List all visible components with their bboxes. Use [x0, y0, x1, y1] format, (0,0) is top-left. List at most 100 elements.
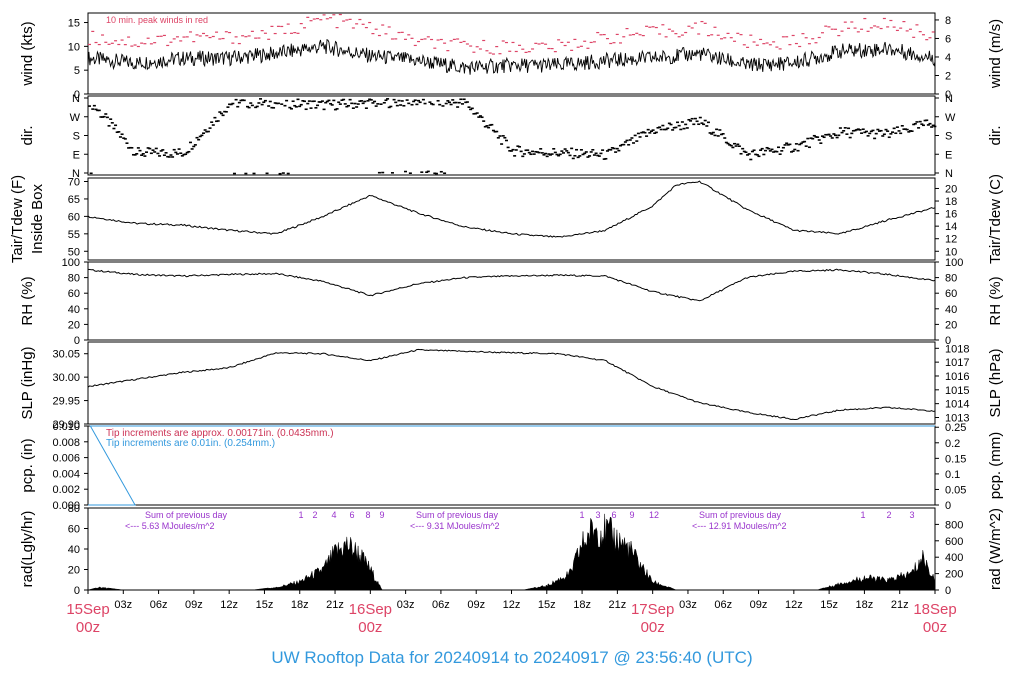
peak-wind-mark [358, 18, 362, 21]
dir-point [749, 158, 753, 161]
dir-point [863, 131, 867, 134]
dir-point [687, 118, 691, 121]
dir-point [861, 128, 865, 131]
peak-wind-mark [417, 40, 421, 43]
ytick-right-label: 2 [945, 70, 951, 82]
dir-point [736, 143, 740, 146]
dir-point [746, 154, 750, 156]
ytick-label: 60 [68, 211, 80, 223]
dir-point [418, 101, 422, 104]
dir-point [690, 117, 694, 120]
dir-point [651, 129, 655, 131]
dir-point [203, 129, 207, 131]
peak-wind-mark [247, 35, 251, 37]
ylabel-left: dir. [19, 125, 36, 145]
ytick-label: 70 [68, 176, 80, 188]
peak-wind-mark [687, 25, 691, 27]
dir-point [794, 143, 798, 145]
dir-point [299, 103, 303, 106]
panel-frame [87, 95, 936, 176]
dir-point [361, 102, 365, 105]
dir-point [728, 144, 732, 146]
dir-point [597, 155, 601, 157]
dir-point [474, 112, 478, 115]
peak-wind-mark [179, 40, 183, 42]
peak-wind-mark [420, 38, 424, 41]
dir-point [757, 155, 761, 158]
peak-wind-mark [850, 21, 854, 23]
dir-point [298, 105, 302, 108]
hour-marker: 1 [298, 510, 303, 520]
dir-point [905, 128, 909, 131]
dir-point [491, 129, 495, 132]
dir-point [514, 149, 518, 151]
peak-wind-mark [387, 26, 391, 28]
dir-point [431, 103, 435, 106]
dir-point [747, 153, 751, 155]
peak-wind-mark [224, 31, 228, 33]
peak-wind-mark [149, 43, 153, 45]
dir-point [775, 150, 779, 153]
dir-point [662, 128, 666, 131]
peak-wind-mark [820, 32, 824, 34]
peak-wind-mark [364, 26, 368, 29]
dir-point [609, 149, 613, 151]
dir-point [275, 102, 279, 105]
ytick-right-label: 0.05 [945, 484, 966, 496]
peak-wind-mark [94, 41, 98, 44]
dir-point [190, 148, 194, 150]
dir-point [92, 104, 96, 107]
dir-point [760, 147, 764, 150]
dir-point [211, 124, 215, 126]
peak-wind-mark [547, 47, 551, 50]
peak-wind-mark [654, 26, 658, 29]
dir-point [615, 147, 619, 150]
ytick-right-label: 600 [945, 536, 963, 548]
dir-point [218, 111, 222, 113]
peak-wind-mark [615, 33, 619, 36]
peak-wind-mark [469, 45, 473, 47]
peak-wind-mark [583, 40, 587, 42]
dir-point [627, 143, 631, 146]
dir-point [842, 130, 846, 132]
peak-wind-mark [293, 32, 297, 34]
dir-point [781, 146, 785, 149]
ytick-label: 80 [68, 273, 80, 285]
dir-point [571, 157, 575, 160]
peak-wind-mark [703, 22, 707, 24]
day-total-label: Sum of previous day [416, 510, 499, 520]
dir-point [332, 99, 336, 102]
dir-point [441, 105, 445, 107]
dir-point [724, 141, 728, 144]
dir-point [449, 103, 453, 106]
peak-wind-mark [423, 38, 427, 40]
ytick-right-label: 0.2 [945, 438, 960, 450]
dir-point [96, 109, 100, 112]
dir-point [247, 106, 251, 109]
ytick-right-label: 10 [945, 246, 957, 258]
peak-wind-mark [605, 38, 609, 40]
peak-wind-mark [576, 46, 580, 48]
dir-point [827, 133, 831, 136]
dir-point [894, 132, 898, 135]
peak-wind-mark [589, 41, 593, 44]
dir-point [366, 100, 370, 102]
dir-point [617, 149, 621, 152]
dir-point [114, 124, 118, 127]
dir-point [666, 127, 670, 130]
dir-point [641, 131, 645, 133]
peak-wind-mark [729, 37, 733, 39]
dir-point [270, 106, 274, 109]
peak-wind-mark [377, 34, 381, 37]
dir-point [759, 149, 763, 151]
peak-wind-mark [863, 17, 867, 20]
dir-point [643, 131, 647, 134]
dir-point [470, 107, 474, 110]
dir-point [224, 111, 228, 113]
dir-point [816, 136, 820, 138]
precip-line [88, 425, 935, 506]
peak-wind-mark [798, 45, 802, 48]
ytick-right-label: 40 [945, 304, 957, 316]
ylabel-right: Tair/Tdew (C) [987, 174, 1004, 264]
ytick-right-label: E [945, 149, 952, 161]
